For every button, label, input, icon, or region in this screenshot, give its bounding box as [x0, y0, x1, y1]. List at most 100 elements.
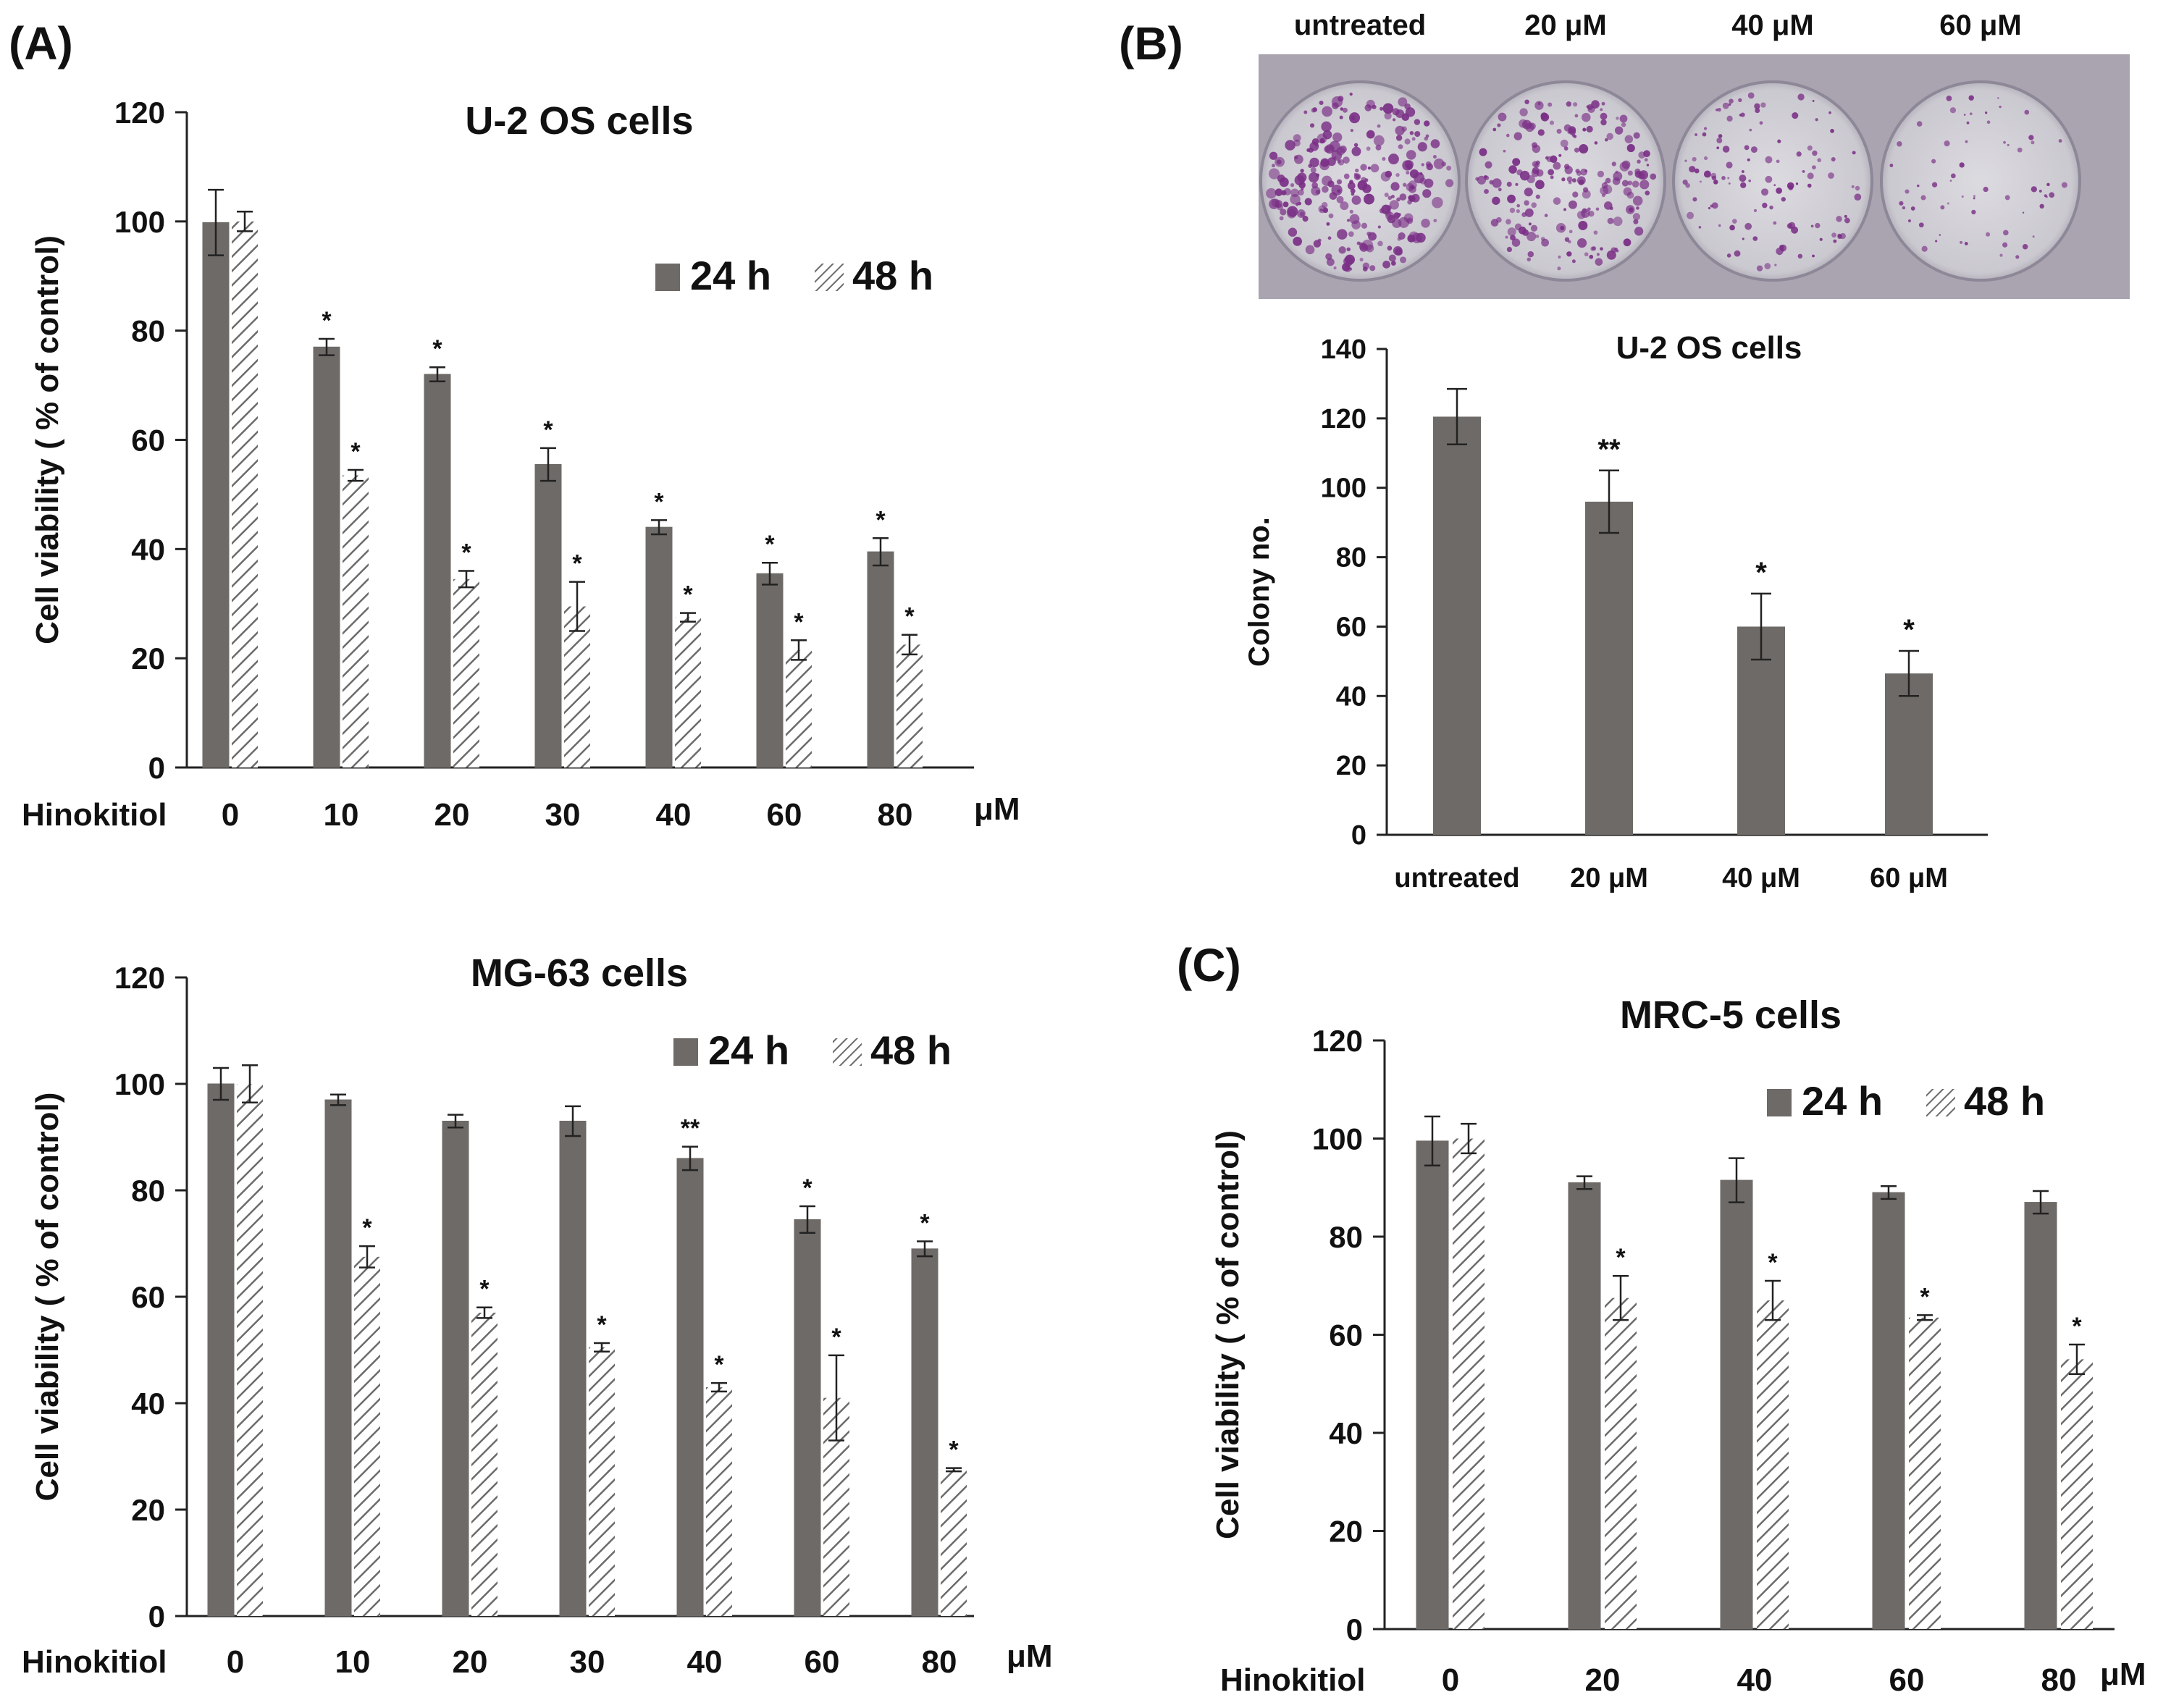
colony-dot	[1507, 194, 1516, 203]
colony-dot	[1349, 214, 1360, 224]
colony-dot	[1646, 164, 1650, 167]
colony-dot	[1557, 266, 1561, 271]
colony-dot	[1752, 236, 1758, 241]
colony-dot	[1332, 132, 1343, 143]
colony-dot	[1855, 185, 1860, 191]
bar-24h-0	[207, 1083, 235, 1617]
significance-marker: *	[714, 1351, 724, 1379]
colony-dot	[1718, 134, 1723, 138]
colony-dot	[1351, 195, 1361, 205]
colony-dot	[1592, 246, 1597, 251]
colony-dot	[1604, 138, 1608, 142]
colony-dot	[1748, 179, 1752, 182]
colony-dot	[1424, 136, 1429, 141]
colony-dot	[1296, 203, 1299, 206]
colony-dot	[1807, 183, 1812, 188]
colony-dot	[1558, 256, 1561, 259]
colony-dot	[1421, 219, 1430, 228]
y-tick-label: 120	[1312, 1024, 1363, 1058]
colony-dot	[2017, 147, 2023, 153]
colony-dot	[1490, 219, 1499, 227]
colony-dot	[1687, 211, 1695, 219]
colony-dot	[1549, 120, 1555, 125]
colony-dot	[1407, 234, 1416, 243]
colony-dot	[1844, 217, 1850, 224]
colony-dot	[1627, 180, 1632, 185]
colony-dot	[1754, 103, 1760, 109]
bar-48h-80	[941, 1469, 967, 1616]
colony-dot	[1828, 172, 1834, 179]
bar-48h-20	[471, 1313, 497, 1616]
colony-dot	[1627, 170, 1633, 176]
colony-dot	[1553, 197, 1561, 205]
colony-dot	[1364, 178, 1369, 182]
colony-dot	[1350, 188, 1356, 194]
plate-2	[1675, 83, 1870, 279]
colony-dot	[1432, 155, 1437, 159]
colony-dot	[1571, 133, 1576, 138]
colony-dot	[1966, 121, 1970, 125]
colony-dot	[1343, 256, 1353, 266]
significance-marker: **	[681, 1115, 700, 1143]
colony-dot	[1637, 159, 1641, 164]
colony-dot	[1852, 151, 1856, 155]
colony-dot	[2061, 182, 2067, 188]
chart-title: U-2 OS cells	[1616, 330, 1802, 366]
significance-marker: *	[904, 603, 915, 631]
plate-colonies	[1475, 99, 1657, 271]
y-tick-label: 20	[1329, 1515, 1363, 1549]
plate-label-2: 40 μM	[1731, 9, 1813, 41]
significance-marker: *	[350, 438, 361, 466]
colony-dot	[1319, 100, 1324, 106]
colony-dot	[1586, 125, 1593, 133]
colony-dot	[1623, 238, 1632, 247]
colony-dot	[1594, 141, 1598, 145]
colony-dot	[1600, 247, 1603, 251]
colony-dot	[1337, 229, 1348, 240]
colony-dot	[1535, 194, 1540, 199]
colony-dot	[1327, 180, 1335, 188]
colony-dot	[1390, 182, 1400, 191]
y-tick-label: 100	[114, 205, 165, 239]
colony-dot	[1650, 173, 1657, 180]
colony-dot	[1540, 113, 1550, 122]
colony-dot	[1935, 240, 1938, 243]
colony-dot	[1531, 202, 1537, 209]
colony-dot	[1973, 197, 1975, 200]
colony-dot	[1387, 195, 1393, 201]
x-category-label: 10	[335, 1644, 371, 1680]
legend-label-24h: 24 h	[1802, 1078, 1883, 1124]
colony-dot	[1830, 129, 1834, 133]
colony-dot	[1611, 161, 1616, 167]
bar-48h-20	[453, 579, 479, 767]
colony-dot	[1375, 144, 1382, 151]
colony-dot	[1950, 173, 1956, 179]
significance-marker: *	[794, 608, 804, 636]
colony-dot	[2038, 189, 2042, 193]
colony-dot	[1983, 186, 1989, 193]
colony-dot	[1759, 121, 1763, 125]
plate-label-0: untreated	[1294, 9, 1426, 41]
colony-dot	[1424, 178, 1434, 188]
colony-dot	[1268, 168, 1280, 180]
colony-dot	[1947, 202, 1949, 205]
colony-dot	[1348, 112, 1361, 124]
colony-dot	[2028, 135, 2034, 140]
colony-dot	[1441, 161, 1447, 167]
significance-marker: *	[920, 1210, 930, 1237]
colony-dot	[1266, 188, 1277, 199]
colony-dot	[1587, 104, 1594, 111]
significance-marker: *	[654, 488, 664, 516]
colony-dot	[1306, 148, 1311, 152]
colony-dot	[1613, 216, 1623, 227]
colony-dot	[1410, 185, 1415, 190]
colony-dot	[1508, 165, 1517, 174]
colony-dot	[1940, 205, 1945, 210]
colony-dot	[1534, 101, 1544, 110]
colony-dot	[1728, 103, 1731, 106]
y-tick-label: 80	[131, 314, 165, 348]
colony-dot	[1310, 167, 1317, 173]
colony-dot	[1744, 222, 1752, 230]
colony-dot	[1600, 108, 1603, 112]
